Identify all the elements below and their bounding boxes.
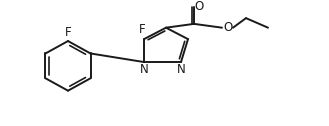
Text: F: F bbox=[65, 26, 71, 39]
Text: N: N bbox=[139, 63, 148, 76]
Text: O: O bbox=[194, 0, 204, 13]
Text: O: O bbox=[223, 21, 233, 34]
Text: N: N bbox=[177, 63, 185, 76]
Text: F: F bbox=[139, 23, 145, 36]
